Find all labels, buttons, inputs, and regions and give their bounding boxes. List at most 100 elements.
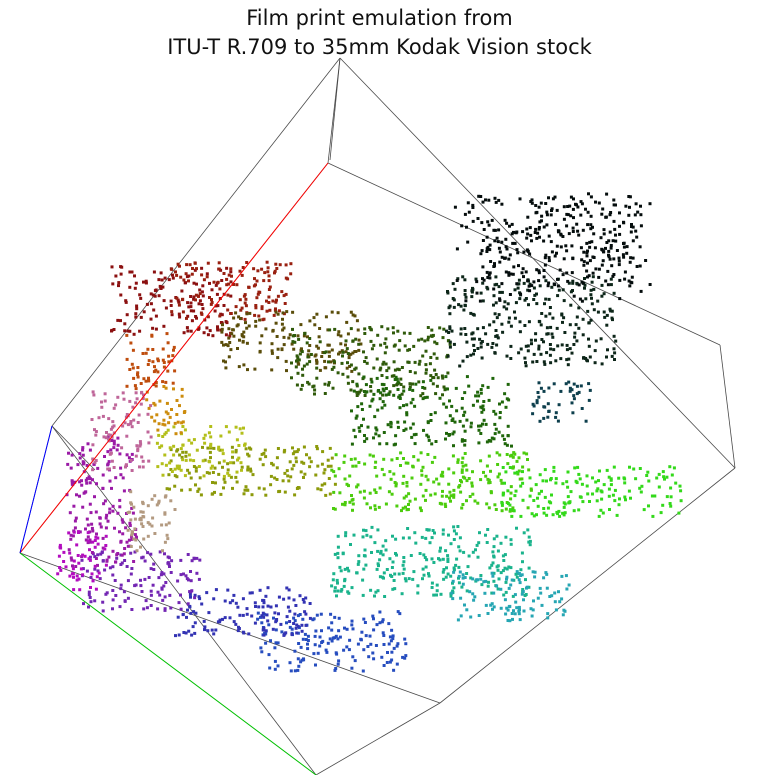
data-point	[195, 448, 199, 452]
data-point	[478, 299, 482, 303]
data-point	[448, 496, 451, 500]
data-point	[457, 576, 460, 580]
data-point	[107, 467, 111, 471]
data-point	[240, 431, 244, 435]
data-point	[72, 504, 76, 508]
data-point	[522, 531, 526, 535]
data-point	[350, 619, 354, 623]
data-point	[369, 377, 373, 381]
data-point	[481, 200, 485, 204]
data-point	[548, 343, 552, 346]
data-point	[408, 387, 412, 391]
data-point	[116, 511, 120, 515]
cube-edge	[329, 57, 341, 161]
data-point	[537, 381, 541, 385]
data-point	[390, 628, 394, 632]
data-point	[587, 398, 591, 402]
data-point	[131, 366, 135, 370]
data-point	[192, 297, 196, 301]
data-point	[386, 651, 389, 654]
data-point	[511, 455, 515, 459]
data-point	[293, 649, 297, 653]
data-point	[162, 361, 166, 364]
data-point	[200, 312, 204, 316]
data-point	[136, 371, 140, 375]
data-point	[241, 339, 245, 343]
data-point	[313, 392, 316, 396]
data-point	[498, 453, 502, 457]
data-point	[282, 597, 286, 601]
data-point	[369, 642, 373, 646]
data-point	[183, 410, 187, 413]
chart-title-line-2: ITU-T R.709 to 35mm Kodak Vision stock	[167, 35, 592, 59]
data-point	[481, 299, 485, 303]
data-point	[527, 284, 531, 288]
data-point	[657, 485, 661, 489]
data-point	[96, 536, 100, 540]
data-point	[605, 192, 609, 196]
data-point	[559, 357, 563, 361]
data-point	[600, 212, 604, 216]
data-point	[434, 440, 438, 443]
data-point	[129, 420, 133, 423]
data-point	[189, 595, 192, 599]
data-point	[280, 630, 284, 634]
data-point	[556, 294, 560, 298]
data-point	[308, 456, 312, 460]
data-point	[330, 621, 334, 625]
data-point	[222, 459, 226, 463]
data-point	[629, 230, 633, 234]
data-point	[87, 605, 90, 609]
data-point	[419, 482, 423, 486]
data-point	[562, 501, 566, 505]
data-point	[276, 641, 280, 645]
data-point	[130, 530, 134, 534]
data-point	[459, 596, 463, 600]
data-point	[376, 389, 380, 393]
data-point	[589, 214, 593, 218]
data-point	[518, 297, 522, 301]
data-point	[363, 621, 367, 624]
data-point	[356, 642, 360, 646]
data-point	[351, 508, 354, 512]
data-point	[541, 479, 545, 483]
data-point	[315, 613, 319, 617]
data-point	[278, 263, 282, 267]
data-point	[166, 428, 170, 432]
data-point	[518, 581, 522, 585]
data-point	[493, 312, 497, 316]
data-point	[413, 497, 417, 501]
data-point	[125, 333, 129, 337]
data-point	[96, 553, 100, 557]
data-point	[130, 567, 134, 570]
data-point	[117, 281, 121, 285]
data-point	[176, 262, 180, 266]
data-point	[91, 540, 95, 544]
data-point	[385, 376, 389, 380]
data-point	[169, 468, 173, 471]
data-point	[368, 404, 372, 408]
data-point	[492, 320, 496, 324]
data-point	[495, 236, 499, 240]
data-point	[156, 428, 160, 432]
data-point	[306, 353, 310, 357]
data-point	[350, 586, 354, 590]
cube-edge	[327, 162, 721, 346]
data-point	[659, 511, 663, 515]
data-point	[516, 286, 520, 290]
data-point	[95, 532, 98, 536]
data-point	[418, 506, 422, 510]
data-point	[542, 507, 546, 510]
data-point	[302, 461, 306, 465]
data-point	[289, 262, 293, 266]
data-point	[571, 279, 575, 283]
data-point	[486, 276, 490, 279]
data-point	[571, 230, 575, 233]
data-point	[403, 656, 407, 660]
data-point	[513, 241, 517, 245]
data-point	[128, 368, 132, 371]
data-point	[441, 528, 445, 532]
data-point	[554, 222, 558, 226]
data-point	[481, 265, 485, 269]
data-point	[408, 331, 412, 335]
